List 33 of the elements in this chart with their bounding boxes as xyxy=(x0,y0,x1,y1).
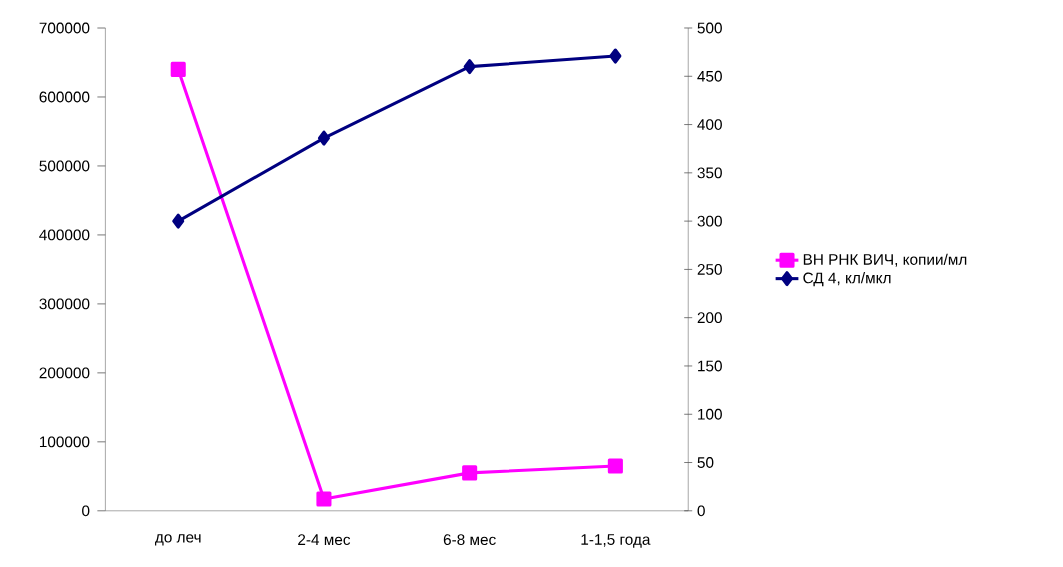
y2-tick-label: 250 xyxy=(697,264,722,275)
point xyxy=(170,61,186,78)
y2-tick-label: 0 xyxy=(697,505,705,517)
point xyxy=(463,59,476,75)
point xyxy=(462,465,478,481)
y2-tick-label: 350 xyxy=(697,167,722,179)
x-tick-label: 2-4 мес xyxy=(298,534,351,546)
y2-tick-label: 200 xyxy=(697,312,722,324)
y2-tick-label: 100 xyxy=(698,408,722,420)
y-tick-label: 400000 xyxy=(39,229,90,241)
y-tick-label: 700000 xyxy=(39,22,90,34)
point xyxy=(316,491,332,507)
y-tick-label: 100000 xyxy=(39,436,90,448)
y2-tick-label: 150 xyxy=(698,360,722,372)
x-tick-label: до леч xyxy=(155,534,201,546)
y2-tick-label: 300 xyxy=(697,215,722,227)
y2-tick-label: 450 xyxy=(697,70,722,82)
legend-label: ВН РНК ВИЧ, копии/мл xyxy=(803,253,967,267)
y2-tick-label: 50 xyxy=(697,457,714,469)
y2-tick-label: 400 xyxy=(697,119,722,131)
point xyxy=(607,458,623,474)
y-tick-label: 500000 xyxy=(39,160,90,172)
y2-tick-label: 500 xyxy=(697,22,722,34)
x-tick-label: 6-8 мес xyxy=(443,534,496,546)
x-tick-label: 1-1,5 года xyxy=(581,534,651,548)
point xyxy=(172,213,185,229)
y-tick-label: 0 xyxy=(82,505,90,517)
point xyxy=(609,48,622,64)
legend-label: СД 4, кл/мкл xyxy=(803,272,891,287)
y-tick-label: 300000 xyxy=(39,298,90,310)
y-tick-label: 600000 xyxy=(39,91,90,103)
point xyxy=(317,130,330,146)
y-tick-label: 200000 xyxy=(39,367,90,379)
